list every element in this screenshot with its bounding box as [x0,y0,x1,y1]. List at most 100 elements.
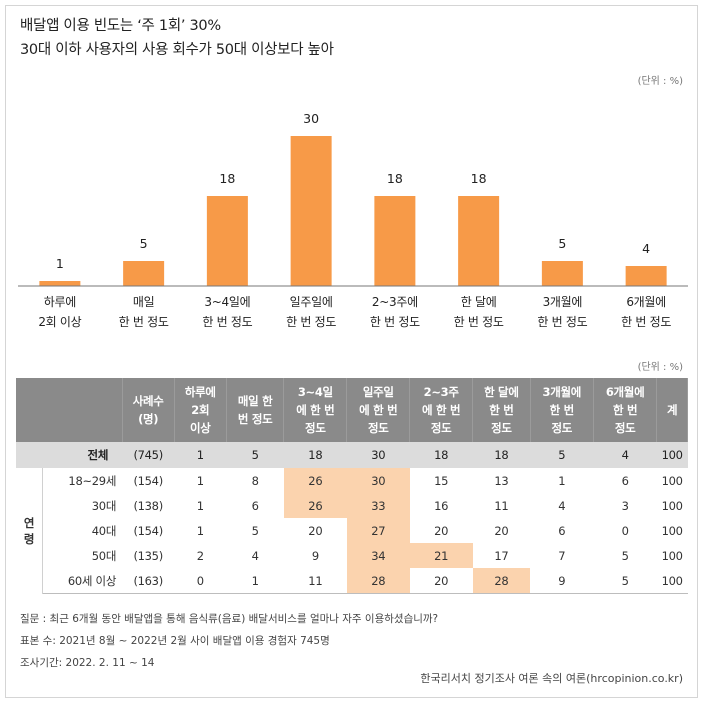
category-label-0-1: 2회 이상 [38,315,81,329]
table-cell: 21 [409,543,473,568]
table-cell: 11 [283,568,347,594]
category-label-3-0: 일주일에 [290,295,333,309]
bar-value-label-0: 1 [56,256,64,271]
table-cell: 33 [346,493,410,518]
sample-size: (154) [133,473,163,488]
table-row: 50대 (135) 2 4 9 34 21 17 7 5 100 [16,543,688,568]
table-row: 연 령 18~29세 (154) 1 8 26 30 15 13 1 6 100 [16,468,688,594]
table-cell: 5 [226,442,284,468]
table-cell: 3 [621,498,629,513]
table-row: 40대 (154) 1 5 20 27 20 20 6 0 100 [16,518,688,543]
table-cell: 5 [530,442,594,468]
table-cell: 18 [283,442,347,468]
table-cell: 30 [346,468,410,493]
category-label-4-1: 한 번 정도 [370,315,420,329]
category-label-3-1: 한 번 정도 [286,315,336,329]
table-cell: 1 [558,473,566,488]
bar-3 [290,136,332,286]
table-cell: 4 [251,548,259,563]
category-label-1-1: 한 번 정도 [119,315,169,329]
table-cell: 18 [409,442,473,468]
bar-value-label-4: 18 [387,171,403,186]
table-cell: 16 [434,498,449,513]
table-cell: 6 [621,473,629,488]
table-cell: 27 [346,518,410,543]
category-label-6-1: 한 번 정도 [537,315,587,329]
category-label-1-0: 매일 [133,295,154,309]
category-label-2-1: 한 번 정도 [202,315,252,329]
table-cell: 4 [558,498,566,513]
header-cell-7: 한 달에 한 번 정도 [472,378,531,442]
table-cell: 20 [409,568,473,594]
table-cell: 6 [558,523,566,538]
chart-unit-label: (단위 : %) [637,76,683,87]
sample-size: (154) [133,523,163,538]
table-cell: 18 [472,442,531,468]
header-cell-8: 3개월에 한 번 정도 [530,378,594,442]
table-cell: 1 [226,568,284,594]
table-unit-label: (단위 : %) [637,362,683,373]
footnote-question: 질문 : 최근 6개월 동안 배달앱을 통해 음식류(음료) 배달서비스를 얼마… [20,613,439,625]
category-label-6-0: 3개월에 [543,295,583,309]
table-cell: 100 [661,548,683,563]
table-cell: 2 [196,548,204,563]
table-cell: 28 [472,568,531,594]
sample-size: (135) [133,548,163,563]
table-cell: 9 [311,548,319,563]
header-cell-5: 일주일 에 한 번 정도 [346,378,411,442]
bar-value-label-2: 18 [219,171,235,186]
table-cell: 0 [174,568,227,594]
table-cell: 1 [174,442,227,468]
table-cell: 26 [283,493,347,518]
table-cell: 100 [656,442,688,468]
table-cell: 20 [494,523,509,538]
table-cell: 8 [251,473,259,488]
sample-size-total: (745) [122,442,175,468]
header-cell-4: 3~4일 에 한 번 정도 [283,378,348,442]
table-cell: 100 [661,498,683,513]
bar-5 [458,196,500,286]
table-cell: 5 [593,568,657,594]
footnote-period: 조사기간: 2022. 2. 11 ~ 14 [20,657,155,669]
bar-7 [625,266,667,286]
bar-2 [206,196,248,286]
category-label-5-0: 한 달에 [461,295,497,309]
bar-value-label-1: 5 [140,236,148,251]
table-cell: 1 [196,523,204,538]
header-cell-0 [16,378,123,442]
table-row: 30대 (138) 1 6 26 33 16 11 4 3 100 [16,493,688,518]
figure-frame [5,5,698,698]
table-cell: 9 [530,568,594,594]
header-cell-9: 6개월에 한 번 정도 [593,378,658,442]
table-cell: 100 [661,523,683,538]
bar-6 [541,261,583,286]
table-cell: 1 [196,498,204,513]
bar-value-label-5: 18 [471,171,487,186]
table-cell: 13 [494,473,509,488]
category-label-4-0: 2~3주에 [372,295,418,309]
footnotes: 질문 : 최근 6개월 동안 배달앱을 통해 음식류(음료) 배달서비스를 얼마… [20,608,438,674]
header-cell-2: 하루에 2회 이상 [174,378,227,442]
header-cell-6: 2~3주 에 한 번 정도 [409,378,474,442]
row-label: 50대 [91,548,117,563]
table-cell: 15 [434,473,449,488]
category-label-7-0: 6개월에 [626,295,666,309]
row-label: 60세 이상 [42,568,123,594]
table-cell: 34 [346,543,410,568]
table-cell: 28 [346,568,410,594]
footnote-sample: 표본 수: 2021년 8월 ~ 2022년 2월 사이 배달앱 이용 경험자 … [20,635,330,647]
bar-0 [39,281,81,286]
table-cell: 0 [621,523,629,538]
row-label: 40대 [91,523,117,538]
sample-size: (138) [133,498,163,513]
category-label-2-0: 3~4일에 [204,295,250,309]
table-body: 전체 (745) 1 5 18 30 18 18 5 4 100 연 령 18~29세 (154) 1 8 26 3… [16,442,688,594]
table-row: 60세 이상 (163) 0 1 11 28 20 28 9 5 100 [16,568,688,594]
title-line-1: 배달앱 이용 빈도는 ‘주 1회’ 30% [20,18,221,34]
table-cell: 100 [661,473,683,488]
table-cell: 26 [283,468,347,493]
